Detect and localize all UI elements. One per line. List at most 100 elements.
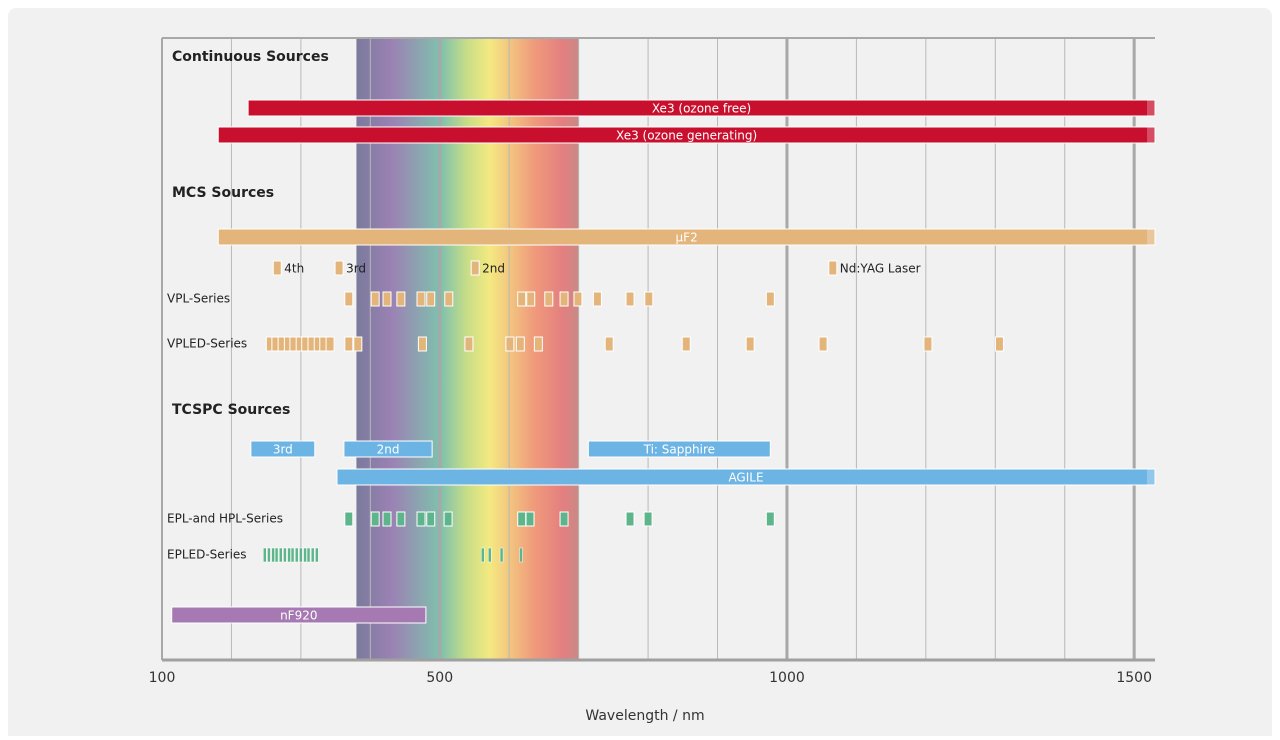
x-tick-label: 100 (149, 670, 176, 686)
source-marker (818, 336, 828, 352)
x-tick-label: 1500 (1116, 670, 1152, 686)
section-heading: TCSPC Sources (172, 402, 290, 418)
source-marker (644, 291, 654, 307)
source-marker (294, 547, 299, 563)
source-marker (334, 260, 344, 276)
bar-fade (1147, 100, 1155, 116)
source-marker (625, 511, 635, 527)
source-marker (923, 336, 933, 352)
source-marker (643, 511, 653, 527)
source-marker (263, 547, 267, 563)
range-bar (343, 440, 433, 458)
source-marker (287, 547, 291, 563)
range-label: μF2 (676, 231, 698, 245)
x-tick-label: 500 (426, 670, 453, 686)
source-marker (278, 547, 283, 563)
source-marker (544, 291, 554, 307)
source-marker (533, 336, 543, 352)
source-marker (344, 511, 354, 527)
source-marker (681, 336, 691, 352)
source-marker (426, 511, 436, 527)
source-marker (272, 260, 282, 276)
source-marker (290, 547, 295, 563)
range-bar (217, 126, 1156, 144)
source-marker (464, 336, 474, 352)
source-marker (299, 547, 303, 563)
range-bar (250, 440, 316, 458)
source-marker (470, 260, 480, 276)
source-marker (315, 547, 319, 563)
marker-label: Nd:YAG Laser (840, 262, 921, 276)
source-marker (499, 547, 504, 563)
marker-label: 3rd (346, 262, 366, 276)
source-marker (481, 547, 485, 563)
source-marker (559, 291, 569, 307)
source-marker (325, 336, 335, 352)
source-marker (828, 260, 838, 276)
source-marker (382, 291, 392, 307)
source-marker (306, 547, 311, 563)
source-marker (267, 547, 271, 563)
source-marker (344, 336, 354, 352)
x-tick-label: 1000 (769, 670, 805, 686)
source-marker (559, 511, 569, 527)
row-label: VPLED-Series (167, 337, 247, 351)
bar-fade (1147, 469, 1155, 485)
source-marker (592, 291, 602, 307)
row-label: VPL-Series (167, 292, 230, 306)
range-bar (171, 606, 427, 624)
source-marker (416, 511, 426, 527)
source-marker (765, 511, 775, 527)
range-label: 2nd (377, 443, 400, 457)
source-marker (396, 291, 406, 307)
row-label: EPLED-Series (167, 548, 247, 562)
source-marker (283, 547, 287, 563)
source-marker (382, 511, 392, 527)
section-heading: MCS Sources (172, 185, 274, 201)
bar-fade (1147, 127, 1155, 143)
source-marker (370, 291, 380, 307)
range-bar (587, 440, 771, 458)
range-label: 3rd (273, 443, 293, 457)
range-label: nF920 (280, 609, 317, 623)
source-marker (765, 291, 775, 307)
range-bar (247, 99, 1156, 117)
row-label: EPL-and HPL-Series (167, 512, 283, 526)
source-marker (525, 511, 535, 527)
range-bar (217, 228, 1156, 246)
source-marker (271, 547, 275, 563)
source-marker (505, 336, 515, 352)
source-marker (396, 511, 406, 527)
marker-label: 4th (284, 262, 304, 276)
source-marker (303, 547, 307, 563)
source-marker (625, 291, 635, 307)
source-marker (517, 291, 527, 307)
source-marker (417, 336, 427, 352)
range-label: Xe3 (ozone free) (652, 102, 751, 116)
range-label: Xe3 (ozone generating) (616, 129, 757, 143)
source-marker (515, 336, 525, 352)
source-marker (994, 336, 1004, 352)
source-marker (526, 291, 536, 307)
source-marker (604, 336, 614, 352)
marker-label: 2nd (482, 262, 505, 276)
source-marker (310, 547, 315, 563)
bar-fade (1147, 229, 1155, 245)
range-label: Ti: Sapphire (643, 443, 715, 457)
x-axis-label: Wavelength / nm (585, 708, 704, 724)
range-bar (336, 468, 1156, 486)
source-marker (353, 336, 363, 352)
source-marker (573, 291, 583, 307)
source-marker (517, 511, 527, 527)
range-label: AGILE (728, 471, 763, 485)
source-marker (488, 547, 492, 563)
source-marker (444, 291, 454, 307)
source-marker (519, 547, 523, 563)
panel (8, 8, 1272, 740)
source-marker (344, 291, 354, 307)
source-marker (745, 336, 755, 352)
source-marker (443, 511, 453, 527)
source-marker (426, 291, 436, 307)
source-marker (370, 511, 380, 527)
